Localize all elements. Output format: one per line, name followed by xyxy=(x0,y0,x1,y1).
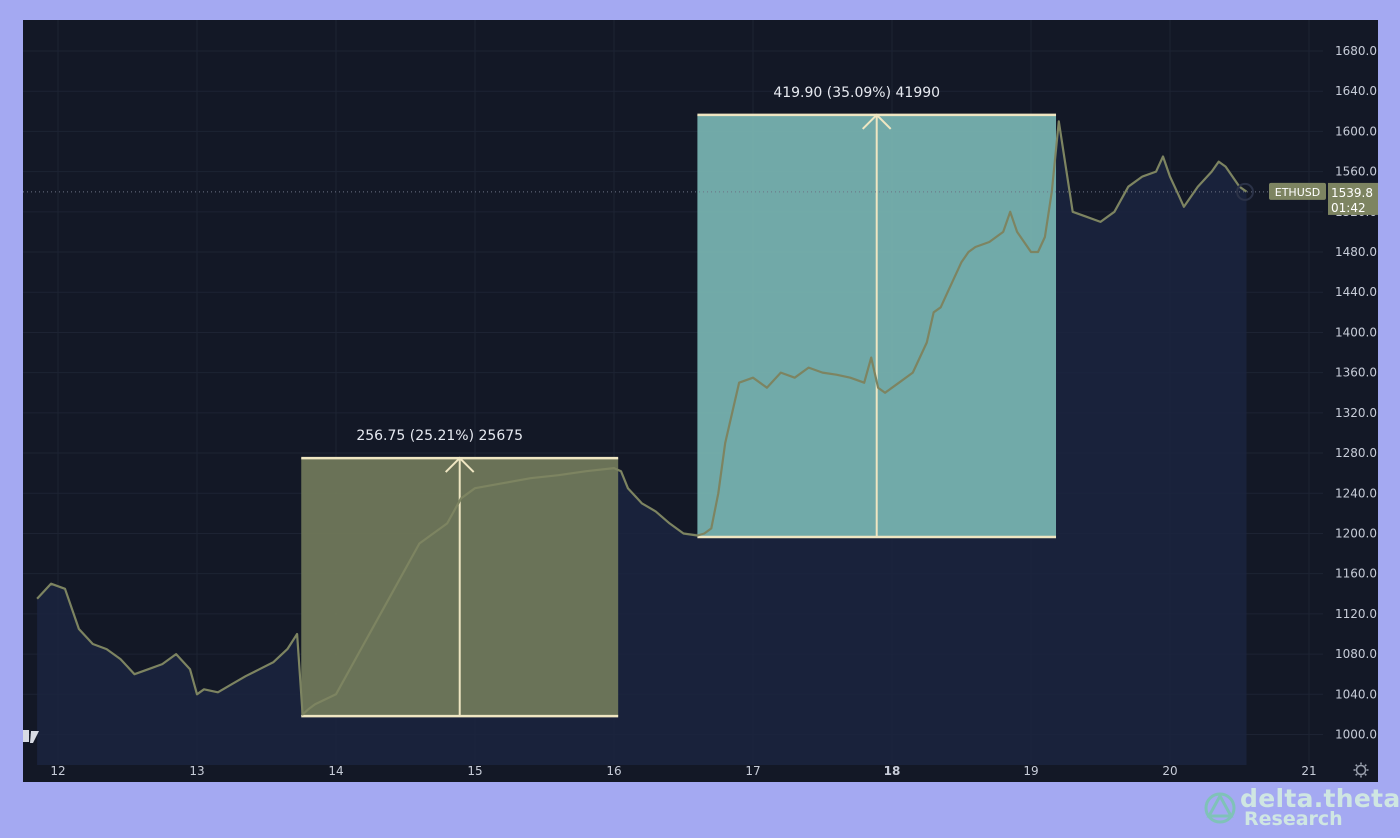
tradingview-logo-icon[interactable] xyxy=(23,730,39,743)
y-tick-label: 1320.0 xyxy=(1335,406,1377,420)
y-tick-label: 1640.0 xyxy=(1335,84,1377,98)
y-tick-label: 1080.0 xyxy=(1335,647,1377,661)
y-tick-label: 1160.0 xyxy=(1335,567,1377,581)
price-tag-bg xyxy=(1328,182,1378,215)
delta-theta-logo-icon xyxy=(1204,792,1236,824)
symbol-label: ETHUSD xyxy=(1275,186,1320,199)
price-tag[interactable]: 1539.801:42 xyxy=(1328,182,1378,215)
y-tick-label: 1040.0 xyxy=(1335,687,1377,701)
price-area-fill xyxy=(37,121,1247,765)
y-tick-label: 1120.0 xyxy=(1335,607,1377,621)
x-tick-label: 21 xyxy=(1301,764,1316,778)
gear-icon[interactable] xyxy=(1353,762,1369,778)
x-tick-label: 19 xyxy=(1023,764,1038,778)
chart-frame: 256.75 (25.21%) 25675 419.90 (35.09%) 419… xyxy=(23,20,1378,782)
measure-label: 256.75 (25.21%) 25675 xyxy=(356,428,523,444)
measure-tool-2[interactable]: 419.90 (35.09%) 41990 xyxy=(697,85,1057,539)
y-tick-label: 1000.0 xyxy=(1335,728,1377,742)
brand-name: delta.theta xyxy=(1240,784,1400,813)
delta-theta-watermark: delta.theta Research xyxy=(1200,784,1400,834)
x-tick-label: 16 xyxy=(606,764,621,778)
y-tick-label: 1400.0 xyxy=(1335,325,1377,339)
y-tick-label: 1200.0 xyxy=(1335,526,1377,540)
y-tick-label: 1280.0 xyxy=(1335,446,1377,460)
y-tick-label: 1680.0 xyxy=(1335,44,1377,58)
x-tick-label: 13 xyxy=(189,764,204,778)
x-tick-label: 14 xyxy=(328,764,343,778)
price-chart[interactable]: 256.75 (25.21%) 25675 419.90 (35.09%) 419… xyxy=(23,20,1378,782)
arrow-up-icon xyxy=(445,456,475,473)
brand-sub: Research xyxy=(1244,808,1343,830)
last-price-marker xyxy=(1236,182,1254,201)
y-tick-label: 1240.0 xyxy=(1335,486,1377,500)
countdown-label: 01:42 xyxy=(1331,201,1366,215)
symbol-tag[interactable]: ETHUSD xyxy=(1269,182,1326,200)
x-axis[interactable]: 12 13 14 15 16 17 18 19 20 21 xyxy=(50,764,1316,778)
price-line xyxy=(36,120,1248,716)
y-tick-label: 1600.0 xyxy=(1335,124,1377,138)
measure-label: 419.90 (35.09%) 41990 xyxy=(773,85,940,101)
x-tick-label: 15 xyxy=(467,764,482,778)
x-tick-label: 17 xyxy=(745,764,760,778)
y-tick-label: 1440.0 xyxy=(1335,285,1377,299)
symbol-tag-bg xyxy=(1269,182,1326,200)
x-tick-label: 12 xyxy=(50,764,65,778)
y-tick-label: 1560.0 xyxy=(1335,165,1377,179)
y-tick-label: 1480.0 xyxy=(1335,245,1377,259)
x-tick-label: 20 xyxy=(1162,764,1177,778)
arrow-up-icon xyxy=(862,113,892,130)
y-axis[interactable]: 1000.0 1040.0 1080.0 1120.0 1160.0 1200.0 1240… xyxy=(1335,44,1377,742)
y-tick-label: 1360.0 xyxy=(1335,366,1377,380)
last-price-label: 1539.8 xyxy=(1331,186,1373,200)
x-tick-label: 18 xyxy=(884,764,901,778)
